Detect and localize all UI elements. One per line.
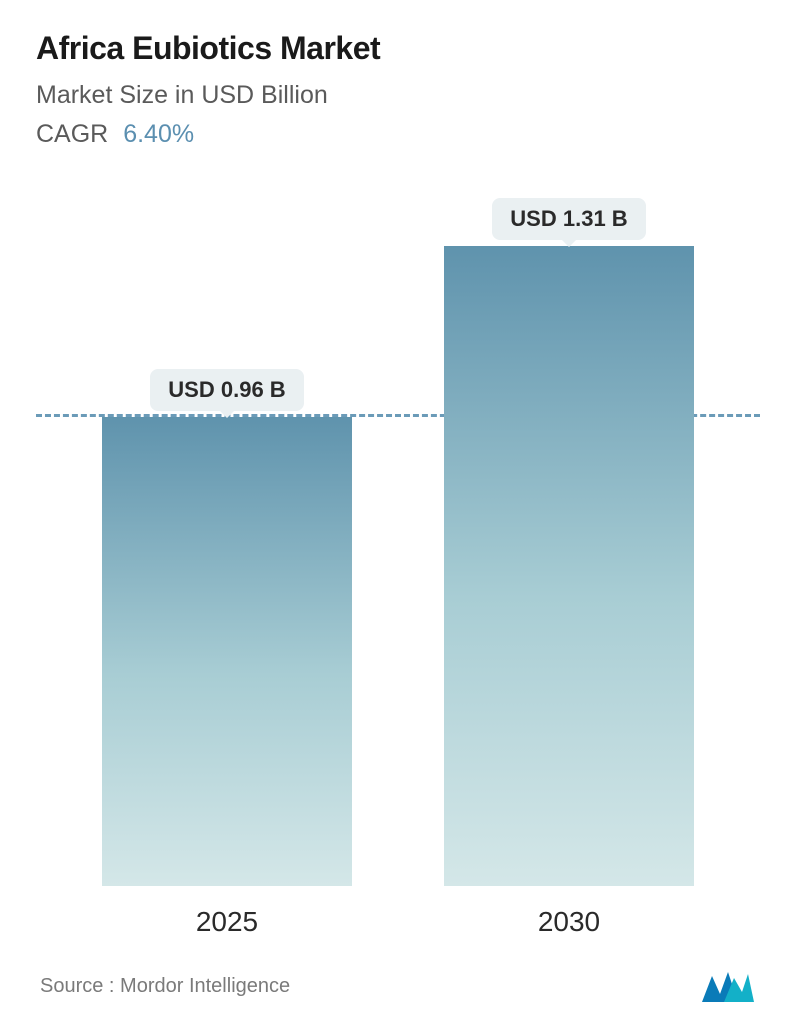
source-text: Source : Mordor Intelligence xyxy=(40,975,290,998)
bar-1 xyxy=(444,246,694,886)
chart-footer: Source : Mordor Intelligence xyxy=(36,968,760,1014)
chart-container: Africa Eubiotics Market Market Size in U… xyxy=(0,0,796,1034)
chart-subtitle: Market Size in USD Billion xyxy=(36,81,760,110)
bar-group-1: USD 1.31 B xyxy=(444,198,694,886)
cagr-label: CAGR xyxy=(36,120,108,148)
chart-plot-area: USD 0.96 B USD 1.31 B xyxy=(36,189,760,886)
x-axis-labels: 2025 2030 xyxy=(36,896,760,938)
cagr-value: 6.40% xyxy=(123,120,194,148)
chart-title: Africa Eubiotics Market xyxy=(36,30,760,67)
x-label-0: 2025 xyxy=(102,906,352,938)
cagr-row: CAGR 6.40% xyxy=(36,120,760,149)
bar-0 xyxy=(102,417,352,886)
mordor-logo-icon xyxy=(700,968,756,1004)
bar-group-0: USD 0.96 B xyxy=(102,369,352,886)
x-label-1: 2030 xyxy=(444,906,694,938)
value-label-1: USD 1.31 B xyxy=(492,198,645,240)
value-label-0: USD 0.96 B xyxy=(150,369,303,411)
